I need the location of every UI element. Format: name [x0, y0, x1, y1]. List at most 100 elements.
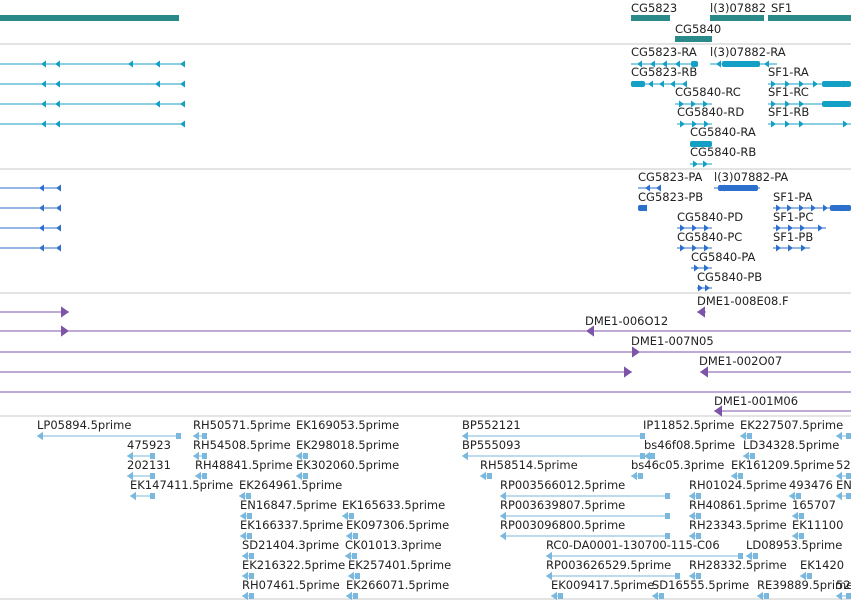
- est-label[interactable]: bs46c05.3prime: [631, 458, 724, 472]
- transcript-label[interactable]: CG5840-PA: [691, 250, 756, 264]
- clone-label[interactable]: DME1-007N05: [631, 334, 714, 348]
- est-label[interactable]: RE39889.5prime: [757, 578, 851, 592]
- gene-label[interactable]: CG5840: [675, 22, 721, 36]
- transcript-label[interactable]: CG5840-RC: [675, 85, 741, 99]
- est-label[interactable]: LP05894.5prime: [37, 418, 131, 432]
- est-label[interactable]: 165707: [792, 498, 836, 512]
- est-label[interactable]: EK169053.5prime: [296, 418, 399, 432]
- gene-label[interactable]: l(3)07882: [710, 1, 766, 15]
- est-label[interactable]: CK01013.3prime: [345, 538, 442, 552]
- est-label[interactable]: EK264961.5prime: [239, 478, 342, 492]
- est-label[interactable]: EK009417.5prime: [551, 578, 654, 592]
- clone-label[interactable]: DME1-008E08.F: [697, 294, 789, 308]
- est-label[interactable]: RH54508.5prime: [193, 438, 291, 452]
- transcript-label[interactable]: l(3)07882-PA: [714, 170, 788, 184]
- est-label[interactable]: bs46f08.5prime: [644, 438, 735, 452]
- exon-block[interactable]: [822, 81, 851, 87]
- est-label[interactable]: IP11852.5prime: [643, 418, 734, 432]
- est-label[interactable]: BP552121: [462, 418, 521, 432]
- est-label[interactable]: RH48841.5prime: [195, 458, 293, 472]
- est-label[interactable]: EK1420: [800, 558, 844, 572]
- est-label[interactable]: RP003626529.5prime: [546, 558, 671, 572]
- transcript-label[interactable]: SF1-PC: [773, 210, 813, 224]
- est-label[interactable]: RH50571.5prime: [193, 418, 291, 432]
- est-label[interactable]: 475923: [127, 438, 171, 452]
- est-label[interactable]: RH01024.5prime: [689, 478, 787, 492]
- est-label[interactable]: 202131: [127, 458, 171, 472]
- est-label[interactable]: 52: [836, 458, 851, 472]
- est-label[interactable]: EK097306.5prime: [346, 518, 449, 532]
- gene-bar[interactable]: [710, 15, 764, 21]
- est-label[interactable]: EK227507.5prime: [740, 418, 843, 432]
- clone-label[interactable]: DME1-001M06: [714, 394, 798, 408]
- transcript-label[interactable]: CG5840-RA: [690, 125, 756, 139]
- transcript-label[interactable]: CG5823-PB: [638, 190, 703, 204]
- est-label[interactable]: RH28332.5prime: [689, 558, 787, 572]
- est-label[interactable]: RH58514.5prime: [480, 458, 578, 472]
- transcript-label[interactable]: CG5823-RA: [631, 45, 697, 59]
- est-label[interactable]: EK166337.5prime: [240, 518, 343, 532]
- est-label[interactable]: LD08953.5prime: [746, 538, 842, 552]
- est-label[interactable]: RP003639807.5prime: [500, 498, 625, 512]
- est-label[interactable]: EK266071.5prime: [346, 578, 449, 592]
- transcript-label[interactable]: CG5823-RB: [631, 65, 697, 79]
- transcript-label[interactable]: CG5840-RB: [690, 145, 756, 159]
- transcript-label[interactable]: CG5840-PC: [677, 230, 742, 244]
- est-label[interactable]: EK161209.5prime: [731, 458, 834, 472]
- est-label[interactable]: EK147411.5prime: [130, 478, 233, 492]
- transcript-label[interactable]: SF1-RB: [768, 105, 809, 119]
- est-label[interactable]: EK216322.5prime: [242, 558, 345, 572]
- gene-bar[interactable]: [631, 15, 670, 21]
- est-label[interactable]: EN16847.5prime: [240, 498, 337, 512]
- est-label[interactable]: RH40861.5prime: [689, 498, 787, 512]
- est-label[interactable]: EK257401.5prime: [348, 558, 451, 572]
- transcript-label[interactable]: CG5840-PD: [677, 210, 743, 224]
- exon-block[interactable]: [638, 205, 647, 211]
- est-label[interactable]: BP555093: [462, 438, 521, 452]
- est-track[interactable]: LP05894.5prime RH50571.5prime EK169053.5pr…: [37, 418, 851, 601]
- est-label[interactable]: EK11100: [792, 518, 843, 532]
- est-label[interactable]: RP003566012.5prime: [500, 478, 625, 492]
- transcript-label[interactable]: SF1-RC: [768, 85, 809, 99]
- exon-block[interactable]: [722, 61, 760, 67]
- transcript-label[interactable]: SF1-PB: [773, 230, 813, 244]
- transcript-label[interactable]: l(3)07882-RA: [710, 45, 786, 59]
- exon-block[interactable]: [822, 101, 851, 107]
- protein-transcript-track[interactable]: CG5823-PA l(3)07882-PA CG5823-PB SF1-PA CG58…: [0, 170, 851, 292]
- transcript-label[interactable]: CG5823-PA: [638, 170, 703, 184]
- transcript-label[interactable]: SF1-PA: [773, 190, 813, 204]
- est-label[interactable]: 493476: [789, 478, 833, 492]
- est-label[interactable]: LD34328.5prime: [743, 438, 839, 452]
- est-label[interactable]: EK302060.5prime: [296, 458, 399, 472]
- exon-block[interactable]: [830, 205, 851, 211]
- est-label[interactable]: SD16555.5prime: [652, 578, 749, 592]
- gene-track[interactable]: CG5823 l(3)07882 SF1 CG5840: [0, 1, 851, 42]
- clone-label[interactable]: DME1-006O12: [585, 314, 668, 328]
- transcript-label[interactable]: CG5840-RD: [677, 105, 744, 119]
- est-label[interactable]: EK165633.5prime: [342, 498, 445, 512]
- est-label[interactable]: RH07461.5prime: [242, 578, 340, 592]
- exon-block[interactable]: [690, 141, 712, 147]
- strand-arrow: [645, 184, 650, 192]
- est-label[interactable]: EN: [836, 478, 851, 492]
- gene-label[interactable]: SF1: [771, 1, 792, 15]
- est-label[interactable]: RH23343.5prime: [689, 518, 787, 532]
- exon-block[interactable]: [718, 185, 758, 191]
- transcript-label[interactable]: SF1-RA: [768, 65, 809, 79]
- est-label[interactable]: 52: [836, 578, 851, 592]
- transcript-track[interactable]: CG5823-RA l(3)07882-RA CG5823-RB SF1-RA CG58…: [0, 45, 851, 168]
- exon-block[interactable]: [631, 81, 645, 87]
- exon-block[interactable]: [691, 61, 698, 67]
- gene-bar[interactable]: [768, 15, 851, 21]
- est-label[interactable]: RP003096800.5prime: [500, 518, 625, 532]
- est-label[interactable]: RC0-DA0001-130700-115-C06: [546, 538, 720, 552]
- gene-bar[interactable]: [675, 36, 712, 42]
- transcript-label[interactable]: CG5840-PB: [697, 270, 762, 284]
- est-label[interactable]: SD21404.3prime: [242, 538, 339, 552]
- clone-track[interactable]: DME1-008E08.F DME1-006O12 DME1-007N05 DME1-…: [0, 294, 851, 417]
- clone-label[interactable]: DME1-002O07: [699, 354, 782, 368]
- gene-bar[interactable]: [0, 15, 179, 21]
- est-label[interactable]: EK298018.5prime: [296, 438, 399, 452]
- gene-label[interactable]: CG5823: [631, 1, 677, 15]
